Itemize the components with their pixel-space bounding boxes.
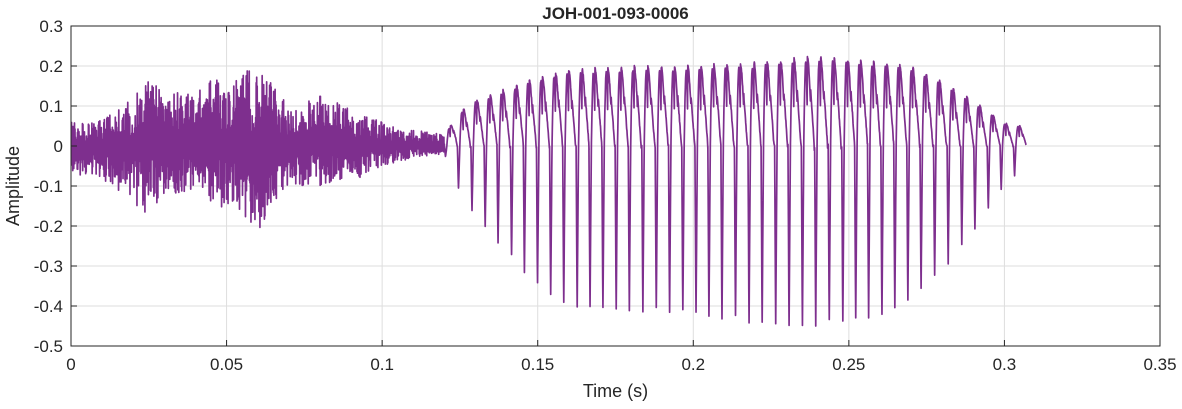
y-tick-label: -0.4 [34, 297, 63, 316]
x-tick-label: 0.1 [370, 355, 394, 374]
x-tick-label: 0.3 [993, 355, 1017, 374]
y-tick-label: -0.3 [34, 257, 63, 276]
y-axis-label: Amplitude [3, 146, 23, 226]
amplitude-trace [71, 55, 1027, 327]
x-tick-label: 0.35 [1143, 355, 1176, 374]
x-tick-label: 0.2 [681, 355, 705, 374]
x-tick-label: 0.25 [832, 355, 865, 374]
y-tick-label: 0.2 [39, 57, 63, 76]
y-tick-label: 0 [54, 137, 63, 156]
y-tick-label: -0.1 [34, 177, 63, 196]
y-tick-label: 0.1 [39, 97, 63, 116]
y-tick-label: -0.2 [34, 217, 63, 236]
y-tick-label: -0.5 [34, 337, 63, 356]
x-tick-label: 0.05 [210, 355, 243, 374]
x-tick-label: 0.15 [521, 355, 554, 374]
x-axis-label: Time (s) [583, 381, 648, 401]
y-tick-label: 0.3 [39, 17, 63, 36]
axis-ticks: 0 0.05 0.1 0.15 0.2 0.25 0.3 0.35 -0.5 -0.4 -0.3 -0… [34, 17, 1177, 374]
chart-title: JOH-001-093-0006 [542, 4, 688, 23]
x-tick-label: 0 [66, 355, 75, 374]
